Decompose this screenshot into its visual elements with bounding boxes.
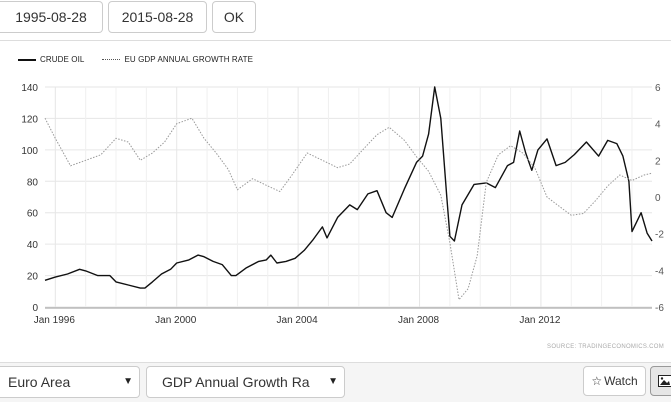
x-tick-label: Jan 2008 xyxy=(398,315,440,326)
y-right-tick-label: -4 xyxy=(655,266,664,277)
legend-swatch-solid xyxy=(18,59,36,61)
source-label: SOURCE: TRADINGECONOMICS.COM xyxy=(547,344,664,350)
chart-legend: CRUDE OIL EU GDP ANNUAL GROWTH RATE xyxy=(18,55,271,64)
legend-swatch-dotted xyxy=(102,59,120,60)
series-eu-gdp-line xyxy=(45,118,652,300)
chart-axes: 0 20 40 60 80 100 120 140 -6 -4 -2 0 2 4 6 Jan 1996 Jan … xyxy=(21,83,664,326)
y-left-tick-label: 0 xyxy=(32,303,38,314)
toolbar: 1995-08-28 2015-08-28 OK xyxy=(0,0,671,41)
y-right-tick-label: -2 xyxy=(655,230,664,241)
y-left-tick-label: 140 xyxy=(21,83,38,94)
y-right-tick-label: 6 xyxy=(655,83,661,94)
y-right-tick-label: 0 xyxy=(655,193,661,204)
legend-label-crude-oil: CRUDE OIL xyxy=(40,55,84,64)
bottom-controls: Euro Area ▼ GDP Annual Growth Ra ▼ ☆ Wat… xyxy=(0,362,671,402)
x-tick-label: Jan 2004 xyxy=(277,315,319,326)
country-select-value: Euro Area xyxy=(8,374,70,390)
y-right-tick-label: 2 xyxy=(655,156,661,167)
star-icon: ☆ xyxy=(591,374,602,388)
y-right-tick-label: 4 xyxy=(655,120,661,131)
line-chart: 0 20 40 60 80 100 120 140 -6 -4 -2 0 2 4 6 Jan 1996 Jan … xyxy=(0,70,671,360)
country-select[interactable]: Euro Area ▼ xyxy=(0,366,140,398)
watch-button[interactable]: ☆ Watch xyxy=(583,366,646,396)
y-left-tick-label: 20 xyxy=(27,272,39,283)
image-button[interactable] xyxy=(650,366,671,396)
start-date-input[interactable]: 1995-08-28 xyxy=(0,1,103,33)
x-tick-label: Jan 2012 xyxy=(519,315,561,326)
y-left-tick-label: 80 xyxy=(27,177,39,188)
indicator-select[interactable]: GDP Annual Growth Ra ▼ xyxy=(146,366,345,398)
end-date-input[interactable]: 2015-08-28 xyxy=(108,1,207,33)
x-tick-label: Jan 1996 xyxy=(34,315,76,326)
y-left-tick-label: 60 xyxy=(27,209,39,220)
chart-grid xyxy=(45,87,652,307)
ok-button[interactable]: OK xyxy=(212,1,256,33)
y-right-tick-label: -6 xyxy=(655,303,664,314)
x-tick-label: Jan 2000 xyxy=(155,315,197,326)
legend-item-crude-oil[interactable]: CRUDE OIL xyxy=(18,55,84,64)
series-crude-oil-line xyxy=(45,87,652,288)
legend-item-eu-gdp[interactable]: EU GDP ANNUAL GROWTH RATE xyxy=(102,55,253,64)
watch-label: Watch xyxy=(604,374,638,388)
caret-down-icon: ▼ xyxy=(328,376,338,387)
y-left-tick-label: 40 xyxy=(27,240,39,251)
indicator-select-value: GDP Annual Growth Ra xyxy=(162,374,310,390)
legend-label-eu-gdp: EU GDP ANNUAL GROWTH RATE xyxy=(124,55,253,64)
image-icon xyxy=(658,375,671,387)
y-left-tick-label: 120 xyxy=(21,114,38,125)
caret-down-icon: ▼ xyxy=(123,376,133,387)
y-left-tick-label: 100 xyxy=(21,146,38,157)
